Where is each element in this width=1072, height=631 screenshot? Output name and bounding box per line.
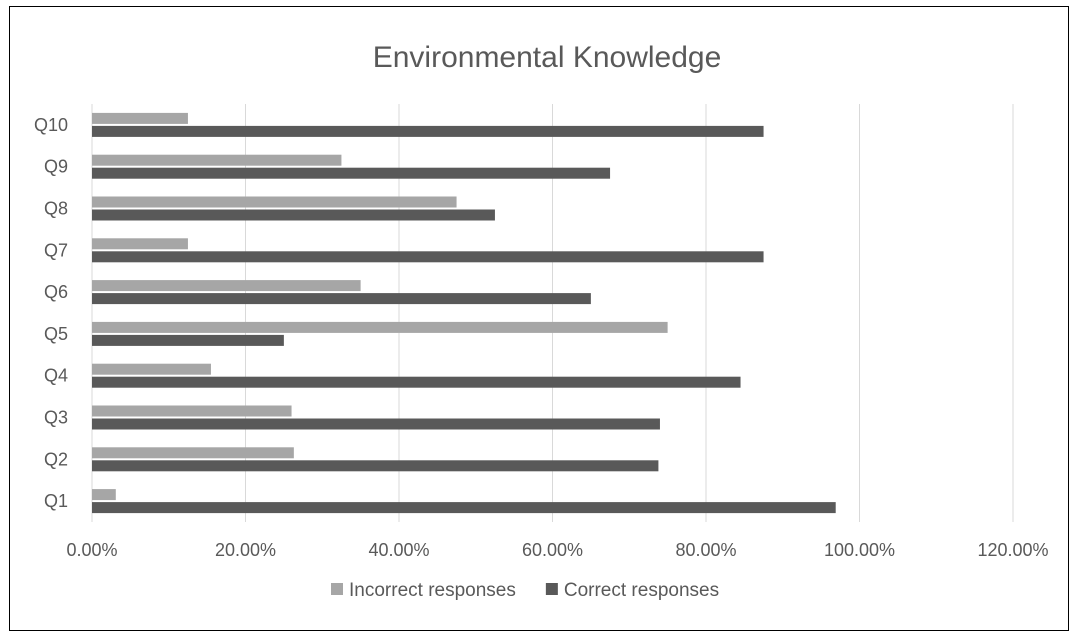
gridlines	[91, 104, 1014, 522]
y-tick-label: Q1	[44, 491, 68, 511]
x-tick-label: 20.00%	[215, 540, 276, 560]
bar-incorrect	[92, 321, 668, 333]
y-tick-label: Q7	[44, 240, 68, 260]
legend: Incorrect responses Correct responses	[331, 580, 719, 601]
x-tick-label: 60.00%	[522, 540, 583, 560]
bar-incorrect	[92, 280, 361, 292]
legend-swatch	[331, 583, 343, 595]
bars	[92, 112, 836, 514]
bar-incorrect	[92, 363, 211, 375]
y-tick-label: Q8	[44, 199, 68, 219]
chart-title: Environmental Knowledge	[373, 41, 722, 74]
x-tick-label: 100.00%	[824, 540, 895, 560]
legend-label: Incorrect responses	[349, 580, 516, 601]
chart-frame: Environmental Knowledge Q1 Q2 Q3 Q4 Q5 Q6 Q7 Q8…	[9, 6, 1069, 631]
bar-incorrect	[92, 154, 342, 166]
y-tick-label: Q2	[44, 449, 68, 469]
y-tick-label: Q4	[44, 366, 68, 386]
bar-correct	[92, 460, 659, 472]
bar-correct	[92, 502, 836, 514]
x-tick-label: 0.00%	[66, 540, 117, 560]
bar-incorrect	[92, 112, 188, 124]
bar-correct	[92, 293, 591, 305]
x-axis-labels: 0.00% 20.00% 40.00% 60.00% 80.00% 100.00% 120.…	[66, 540, 1048, 560]
bar-correct	[92, 125, 764, 137]
y-tick-label: Q5	[44, 324, 68, 344]
y-tick-label: Q6	[44, 282, 68, 302]
bar-incorrect	[92, 196, 457, 208]
bar-incorrect	[92, 447, 294, 459]
y-tick-label: Q10	[34, 115, 68, 135]
bar-correct	[92, 167, 611, 179]
x-tick-label: 80.00%	[675, 540, 736, 560]
bar-incorrect	[92, 405, 292, 417]
bar-correct	[92, 418, 660, 430]
bar-correct	[92, 376, 741, 388]
bar-correct	[92, 334, 284, 346]
y-tick-label: Q9	[44, 157, 68, 177]
bar-chart: Environmental Knowledge Q1 Q2 Q3 Q4 Q5 Q6 Q7 Q8…	[34, 41, 1049, 601]
legend-swatch	[545, 583, 558, 595]
bar-correct	[92, 251, 764, 263]
y-axis-labels: Q1 Q2 Q3 Q4 Q5 Q6 Q7 Q8 Q9 Q10	[34, 115, 68, 511]
bar-incorrect	[92, 238, 188, 250]
bar-correct	[92, 209, 495, 221]
legend-label: Correct responses	[564, 580, 719, 601]
x-tick-label: 120.00%	[977, 540, 1048, 560]
y-tick-label: Q3	[44, 408, 68, 428]
bar-incorrect	[92, 489, 116, 501]
x-tick-label: 40.00%	[368, 540, 429, 560]
